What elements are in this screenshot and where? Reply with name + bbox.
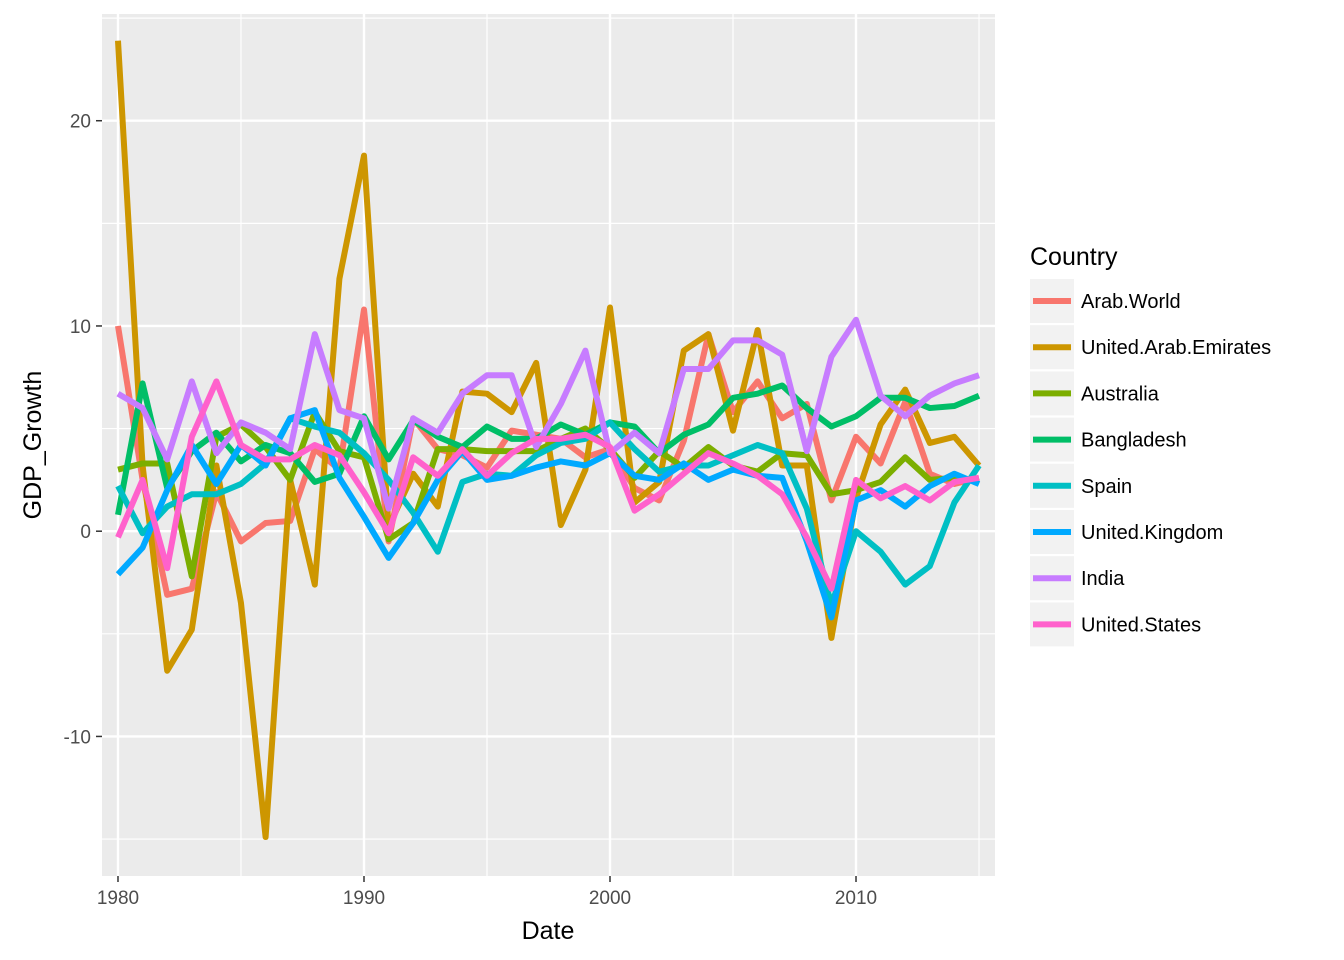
series-lines [114,40,982,840]
legend-label: Arab.World [1081,291,1181,313]
series-line-united-states [115,378,980,592]
x-tick-label: 2010 [835,888,877,909]
y-tick-label: 0 [80,522,91,543]
minor-gridlines [102,14,995,876]
y-tick-label: 10 [70,317,91,338]
series-line-bangladesh [115,380,981,516]
legend-label: United.Arab.Emirates [1081,337,1271,359]
legend: Country Arab.World United.Arab.Emirates Au… [1030,243,1271,647]
legend-label: Spain [1081,476,1132,498]
y-axis: -10 0 10 20 [64,112,102,748]
legend-label: Bangladesh [1081,430,1187,452]
legend-label: United.Kingdom [1081,522,1223,544]
series-line-united-kingdom [115,407,981,621]
series-line-india [116,316,980,512]
y-tick-label: 20 [70,112,91,133]
legend-label: Australia [1081,383,1160,405]
x-tick-label: 1980 [97,888,139,909]
x-axis: 1980 1990 2000 2010 [97,876,877,909]
legend-title: Country [1030,243,1118,271]
y-axis-title: GDP_Growth [19,371,47,520]
y-tick-label: -10 [64,727,91,748]
x-axis-title: Date [522,917,575,945]
legend-label: United.States [1081,614,1201,636]
series-line-australia [117,409,980,580]
x-tick-label: 2000 [589,888,631,909]
x-tick-label: 1990 [343,888,385,909]
legend-label: India [1081,568,1125,590]
